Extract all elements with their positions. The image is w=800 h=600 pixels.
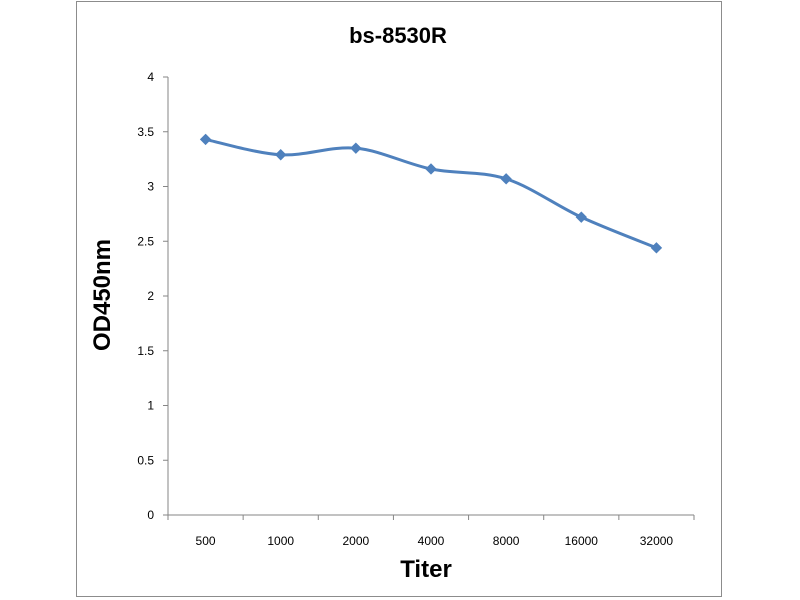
y-tick-label: 0 [147, 508, 154, 522]
data-point-marker [425, 163, 437, 175]
data-point-marker [575, 211, 587, 223]
y-tick-label: 1.5 [137, 344, 154, 358]
y-tick-label: 2.5 [137, 234, 154, 248]
y-tick-label: 3 [147, 180, 154, 194]
chart-frame [76, 1, 722, 597]
x-ticks: 500 1000 2000 4000 8000 16000 32000 [167, 515, 695, 548]
x-axis-title: Titer [400, 556, 452, 583]
y-axis-title: OD450nm [89, 239, 116, 351]
axes [167, 77, 694, 516]
data-point-marker [350, 142, 362, 154]
series [199, 133, 663, 254]
data-point-marker [199, 133, 212, 146]
x-tick-label: 1000 [267, 534, 294, 548]
y-tick-label: 3.5 [137, 125, 154, 139]
chart-title: bs-8530R [349, 23, 447, 48]
x-tick-label: 4000 [418, 534, 445, 548]
y-ticks: 0 0.5 1 1.5 2 2.5 3 3.5 4 [137, 70, 168, 522]
y-tick-label: 4 [147, 70, 154, 84]
series-line [205, 137, 657, 250]
x-tick-label: 2000 [343, 534, 370, 548]
y-tick-label: 2 [147, 289, 154, 303]
y-tick-label: 0.5 [137, 453, 154, 467]
x-tick-label: 8000 [493, 534, 520, 548]
data-point-marker [500, 173, 512, 185]
x-tick-label: 500 [196, 534, 216, 548]
x-tick-label: 16000 [565, 534, 599, 548]
data-point-marker [650, 242, 663, 254]
x-tick-label: 32000 [640, 534, 674, 548]
data-point-marker [275, 149, 287, 161]
y-tick-label: 1 [147, 399, 154, 413]
